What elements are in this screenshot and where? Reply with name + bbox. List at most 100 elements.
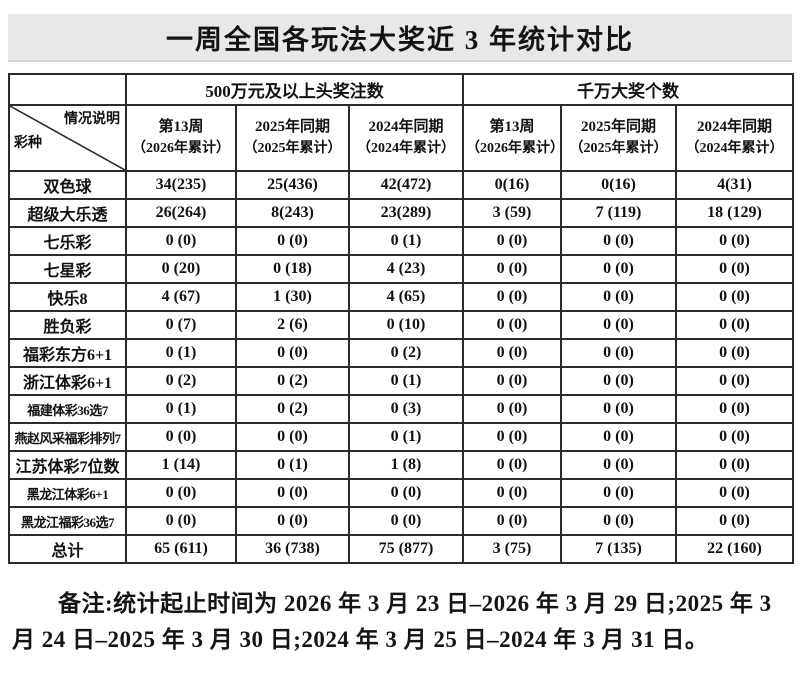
- cell-value: 0 (0): [235, 226, 350, 256]
- col-header-2024-a: 2024年同期 （2024年累计）: [348, 104, 464, 172]
- cell-value: 0 (0): [125, 226, 237, 256]
- cell-value: 36 (738): [235, 534, 350, 564]
- table-row: 燕赵风采福彩排列7 0 (0) 0 (0) 0 (1) 0 (0) 0 (0) …: [8, 422, 794, 452]
- table-row: 黑龙江福彩36选7 0 (0) 0 (0) 0 (0) 0 (0) 0 (0) …: [8, 506, 794, 536]
- cell-value: 0 (0): [675, 478, 794, 508]
- cell-value: 0 (0): [560, 282, 677, 312]
- row-label: 七乐彩: [8, 226, 127, 256]
- table-row: 江苏体彩7位数 1 (14) 0 (1) 1 (8) 0 (0) 0 (0) 0…: [8, 450, 794, 480]
- table-row: 福彩东方6+1 0 (1) 0 (0) 0 (2) 0 (0) 0 (0) 0 …: [8, 338, 794, 368]
- cell-value: 0 (0): [462, 506, 562, 536]
- cell-value: 0 (1): [348, 422, 464, 452]
- cell-value: 0 (0): [235, 506, 350, 536]
- cell-value: 65 (611): [125, 534, 237, 564]
- cell-value: 0 (0): [462, 310, 562, 340]
- row-label: 福彩东方6+1: [8, 338, 127, 368]
- cell-value: 0 (0): [560, 506, 677, 536]
- cell-value: 0 (0): [560, 394, 677, 424]
- table-row-total: 总计 65 (611) 36 (738) 75 (877) 3 (75) 7 (…: [8, 534, 794, 564]
- cell-value: 42(472): [348, 170, 464, 200]
- cell-value: 0 (0): [675, 366, 794, 396]
- cell-value: 0 (0): [675, 394, 794, 424]
- cell-value: 0 (18): [235, 254, 350, 284]
- cell-value: 0 (0): [235, 478, 350, 508]
- table-row: 浙江体彩6+1 0 (2) 0 (2) 0 (1) 0 (0) 0 (0) 0 …: [8, 366, 794, 396]
- table-row: 七乐彩 0 (0) 0 (0) 0 (1) 0 (0) 0 (0) 0 (0): [8, 226, 794, 256]
- cell-value: 0 (0): [560, 422, 677, 452]
- cell-value: 0 (2): [235, 366, 350, 396]
- cell-value: 8(243): [235, 198, 350, 228]
- cell-value: 4 (23): [348, 254, 464, 284]
- cell-value: 0 (0): [462, 338, 562, 368]
- cell-value: 7 (135): [560, 534, 677, 564]
- cell-value: 0(16): [462, 170, 562, 200]
- table-row: 七星彩 0 (20) 0 (18) 4 (23) 0 (0) 0 (0) 0 (…: [8, 254, 794, 284]
- cell-value: 4(31): [675, 170, 794, 200]
- row-label: 黑龙江体彩6+1: [8, 478, 127, 508]
- cell-value: 0 (0): [125, 506, 237, 536]
- cell-value: 0 (0): [462, 422, 562, 452]
- table-row: 福建体彩36选7 0 (1) 0 (2) 0 (3) 0 (0) 0 (0) 0…: [8, 394, 794, 424]
- cell-value: 0 (0): [560, 450, 677, 480]
- cell-value: 3 (59): [462, 198, 562, 228]
- col-header-week13-b: 第13周 （2026年累计）: [462, 104, 562, 172]
- cell-value: 7 (119): [560, 198, 677, 228]
- cell-value: 1 (14): [125, 450, 237, 480]
- cell-value: 0 (0): [462, 282, 562, 312]
- cell-value: 0 (7): [125, 310, 237, 340]
- row-label: 福建体彩36选7: [8, 394, 127, 424]
- cell-value: 0 (0): [462, 226, 562, 256]
- cell-value: 0 (0): [675, 506, 794, 536]
- group-header-top-prizes: 500万元及以上头奖注数: [125, 73, 464, 106]
- cell-value: 0 (1): [125, 394, 237, 424]
- cell-value: 0 (0): [560, 254, 677, 284]
- cell-value: 0 (20): [125, 254, 237, 284]
- row-label: 总计: [8, 534, 127, 564]
- cell-value: 0 (1): [125, 338, 237, 368]
- corner-label-lottery-type: 彩种: [14, 135, 42, 151]
- table-row: 胜负彩 0 (7) 2 (6) 0 (10) 0 (0) 0 (0) 0 (0): [8, 310, 794, 340]
- footnote: 备注:统计起止时间为 2026 年 3 月 23 日–2026 年 3 月 29…: [12, 591, 772, 652]
- cell-value: 0 (3): [348, 394, 464, 424]
- cell-value: 0 (0): [462, 366, 562, 396]
- row-label: 超级大乐透: [8, 198, 127, 228]
- cell-value: 0 (0): [675, 338, 794, 368]
- cell-value: 1 (30): [235, 282, 350, 312]
- row-label: 双色球: [8, 170, 127, 200]
- row-label: 江苏体彩7位数: [8, 450, 127, 480]
- cell-value: 4 (67): [125, 282, 237, 312]
- row-label: 黑龙江福彩36选7: [8, 506, 127, 536]
- cell-value: 0 (10): [348, 310, 464, 340]
- cell-value: 0 (1): [348, 226, 464, 256]
- title-banner: 一周全国各玩法大奖近 3 年统计对比: [8, 14, 792, 62]
- cell-value: 23(289): [348, 198, 464, 228]
- cell-value: 0(16): [560, 170, 677, 200]
- col-header-2024-b: 2024年同期 （2024年累计）: [675, 104, 794, 172]
- cell-value: 0 (0): [462, 450, 562, 480]
- table-row: 双色球 34(235) 25(436) 42(472) 0(16) 0(16) …: [8, 170, 794, 200]
- cell-value: 0 (0): [125, 478, 237, 508]
- cell-value: 0 (0): [675, 282, 794, 312]
- cell-value: 0 (2): [235, 394, 350, 424]
- row-label: 快乐8: [8, 282, 127, 312]
- col-header-2025-a: 2025年同期 （2025年累计）: [235, 104, 350, 172]
- cell-value: 0 (0): [560, 310, 677, 340]
- cell-value: 75 (877): [348, 534, 464, 564]
- row-label: 七星彩: [8, 254, 127, 284]
- cell-value: 0 (0): [675, 422, 794, 452]
- stats-table: 500万元及以上头奖注数 千万大奖个数 情况说明 彩种 第13周 （2026年累…: [8, 73, 794, 564]
- table-row: 快乐8 4 (67) 1 (30) 4 (65) 0 (0) 0 (0) 0 (…: [8, 282, 794, 312]
- cell-value: 0 (0): [348, 478, 464, 508]
- cell-value: 0 (0): [675, 450, 794, 480]
- cell-value: 0 (0): [125, 422, 237, 452]
- corner-label-situation: 情况说明: [64, 112, 120, 127]
- cell-value: 0 (0): [235, 338, 350, 368]
- col-header-2025-b: 2025年同期 （2025年累计）: [560, 104, 677, 172]
- page: 一周全国各玩法大奖近 3 年统计对比 500万元及以上头奖注数 千万大奖个数: [8, 14, 794, 652]
- table-row: 黑龙江体彩6+1 0 (0) 0 (0) 0 (0) 0 (0) 0 (0) 0…: [8, 478, 794, 508]
- cell-value: 0 (0): [675, 310, 794, 340]
- cell-value: 4 (65): [348, 282, 464, 312]
- cell-value: 0 (0): [462, 478, 562, 508]
- cell-value: 3 (75): [462, 534, 562, 564]
- row-label: 燕赵风采福彩排列7: [8, 422, 127, 452]
